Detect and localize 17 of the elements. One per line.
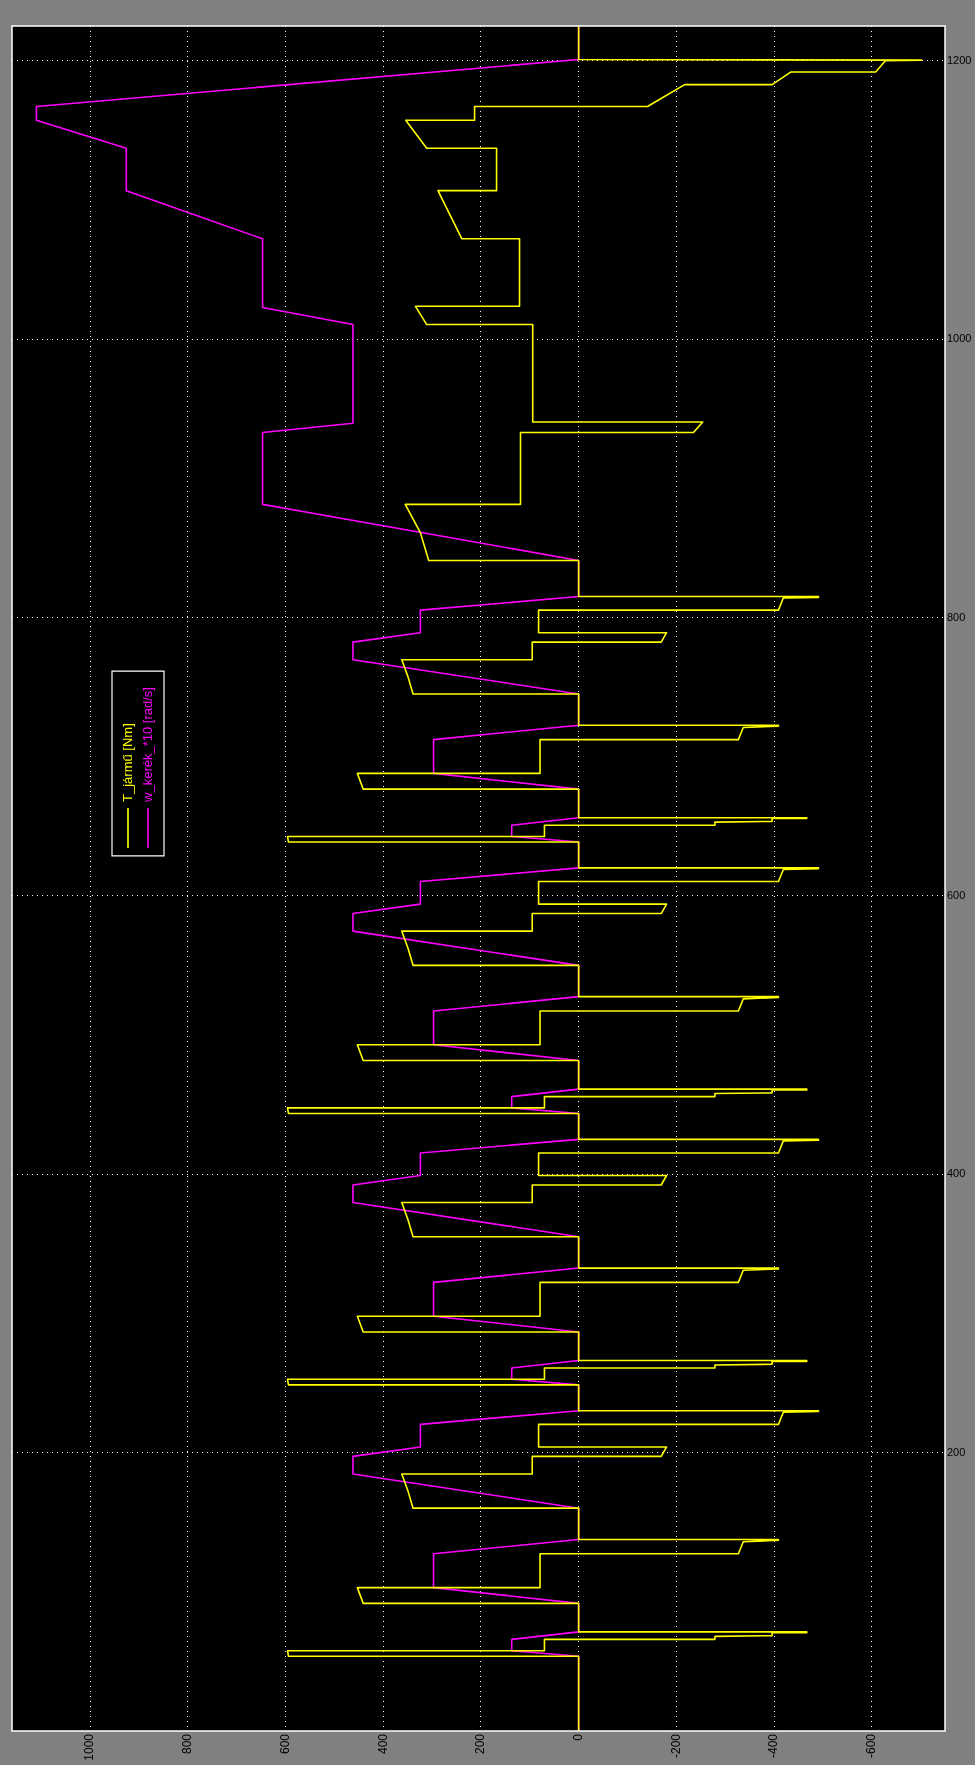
x-tick-label: 600: [277, 1733, 292, 1755]
y-tick-label: 800: [947, 610, 966, 623]
y-tick-label: 200: [947, 1445, 966, 1458]
x-tick-label: 400: [375, 1733, 390, 1755]
y-tick-label: 600: [947, 888, 966, 901]
x-tick-label: -400: [766, 1733, 781, 1759]
x-tick-label: 200: [473, 1733, 488, 1755]
text: w_kerék_*10 [rad/s]: [139, 687, 155, 803]
y-tick-label: 1200: [947, 53, 972, 66]
x-tick-label: 0: [570, 1733, 585, 1741]
x-tick-label: -600: [864, 1733, 879, 1759]
x-tick-label: 800: [180, 1733, 195, 1755]
y-tick-label: 1000: [947, 332, 972, 345]
x-tick-label: 1000: [82, 1733, 97, 1761]
y-tick-label: 400: [947, 1167, 966, 1180]
x-tick-label: -200: [668, 1733, 683, 1759]
text: T_jármű [Nm]: [119, 723, 135, 802]
